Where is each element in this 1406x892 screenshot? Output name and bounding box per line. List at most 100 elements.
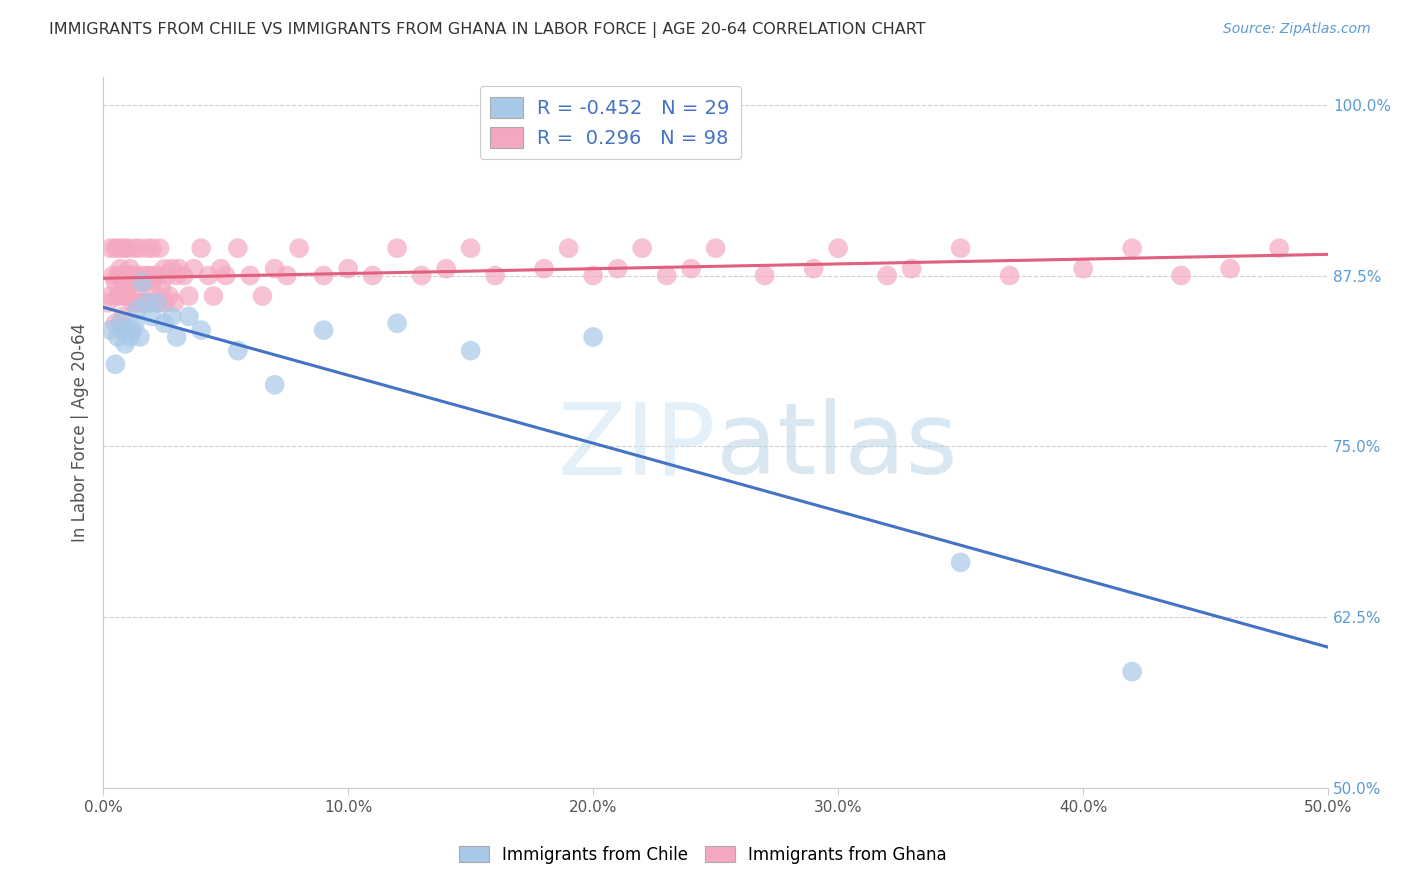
Point bbox=[128, 241, 150, 255]
Point bbox=[484, 268, 506, 283]
Point bbox=[190, 241, 212, 255]
Point bbox=[128, 276, 150, 290]
Point bbox=[631, 241, 654, 255]
Point bbox=[1219, 261, 1241, 276]
Point bbox=[111, 276, 134, 290]
Point bbox=[124, 289, 146, 303]
Point bbox=[114, 289, 136, 303]
Point bbox=[876, 268, 898, 283]
Point bbox=[153, 261, 176, 276]
Point bbox=[197, 268, 219, 283]
Point bbox=[110, 316, 132, 330]
Point bbox=[582, 268, 605, 283]
Point bbox=[127, 268, 149, 283]
Point bbox=[1268, 241, 1291, 255]
Point bbox=[173, 268, 195, 283]
Point bbox=[127, 295, 149, 310]
Point bbox=[1121, 665, 1143, 679]
Point bbox=[949, 241, 972, 255]
Text: Source: ZipAtlas.com: Source: ZipAtlas.com bbox=[1223, 22, 1371, 37]
Point bbox=[754, 268, 776, 283]
Legend: R = -0.452   N = 29, R =  0.296   N = 98: R = -0.452 N = 29, R = 0.296 N = 98 bbox=[479, 87, 741, 159]
Point bbox=[312, 323, 335, 337]
Point bbox=[110, 261, 132, 276]
Point bbox=[385, 316, 408, 330]
Point bbox=[114, 241, 136, 255]
Y-axis label: In Labor Force | Age 20-64: In Labor Force | Age 20-64 bbox=[72, 323, 89, 542]
Text: atlas: atlas bbox=[716, 399, 957, 495]
Point bbox=[434, 261, 457, 276]
Point bbox=[107, 241, 129, 255]
Text: ZIP: ZIP bbox=[557, 399, 716, 495]
Point bbox=[114, 336, 136, 351]
Point bbox=[104, 316, 127, 330]
Point bbox=[131, 276, 153, 290]
Point bbox=[107, 330, 129, 344]
Point bbox=[337, 261, 360, 276]
Point bbox=[153, 316, 176, 330]
Point bbox=[655, 268, 678, 283]
Point bbox=[117, 323, 139, 337]
Point bbox=[276, 268, 298, 283]
Point bbox=[124, 316, 146, 330]
Point bbox=[120, 330, 142, 344]
Point bbox=[107, 268, 129, 283]
Point bbox=[460, 241, 482, 255]
Point bbox=[263, 377, 285, 392]
Point bbox=[460, 343, 482, 358]
Point bbox=[239, 268, 262, 283]
Point bbox=[949, 555, 972, 569]
Point bbox=[1071, 261, 1094, 276]
Point bbox=[134, 295, 156, 310]
Point bbox=[121, 268, 143, 283]
Point bbox=[100, 241, 122, 255]
Point bbox=[121, 323, 143, 337]
Point bbox=[557, 241, 579, 255]
Point bbox=[124, 241, 146, 255]
Point bbox=[998, 268, 1021, 283]
Point bbox=[101, 268, 124, 283]
Point bbox=[156, 268, 179, 283]
Point bbox=[1121, 241, 1143, 255]
Point bbox=[177, 310, 200, 324]
Point bbox=[252, 289, 274, 303]
Point bbox=[209, 261, 232, 276]
Point bbox=[385, 241, 408, 255]
Point bbox=[138, 268, 160, 283]
Point bbox=[100, 289, 122, 303]
Point bbox=[202, 289, 225, 303]
Point bbox=[146, 295, 169, 310]
Point bbox=[111, 323, 134, 337]
Point bbox=[97, 295, 120, 310]
Point bbox=[312, 268, 335, 283]
Point bbox=[288, 241, 311, 255]
Point bbox=[107, 289, 129, 303]
Point bbox=[704, 241, 727, 255]
Point bbox=[146, 295, 169, 310]
Point bbox=[157, 289, 180, 303]
Point bbox=[166, 268, 188, 283]
Point bbox=[104, 276, 127, 290]
Point bbox=[141, 282, 163, 296]
Point bbox=[533, 261, 555, 276]
Point bbox=[114, 268, 136, 283]
Point bbox=[226, 343, 249, 358]
Point bbox=[111, 241, 134, 255]
Point bbox=[150, 282, 173, 296]
Point bbox=[143, 268, 166, 283]
Point bbox=[160, 261, 183, 276]
Point bbox=[134, 276, 156, 290]
Point bbox=[582, 330, 605, 344]
Point bbox=[117, 241, 139, 255]
Point bbox=[177, 289, 200, 303]
Point bbox=[167, 261, 190, 276]
Point bbox=[263, 261, 285, 276]
Text: IMMIGRANTS FROM CHILE VS IMMIGRANTS FROM GHANA IN LABOR FORCE | AGE 20-64 CORREL: IMMIGRANTS FROM CHILE VS IMMIGRANTS FROM… bbox=[49, 22, 925, 38]
Point bbox=[166, 330, 188, 344]
Point bbox=[127, 302, 149, 317]
Point bbox=[827, 241, 849, 255]
Point bbox=[131, 268, 153, 283]
Point bbox=[136, 241, 159, 255]
Point bbox=[120, 261, 142, 276]
Point bbox=[128, 330, 150, 344]
